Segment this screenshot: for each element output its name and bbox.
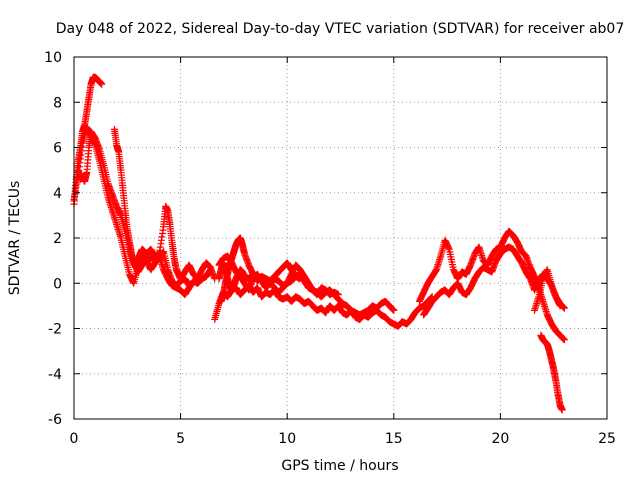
series-arc-i	[415, 227, 568, 344]
x-tick-label: 5	[176, 431, 185, 447]
x-tick-label: 0	[70, 431, 79, 447]
x-tick-label: 20	[491, 431, 509, 447]
data-point	[390, 306, 398, 314]
y-tick-label: 0	[53, 276, 62, 292]
data-point	[185, 282, 193, 289]
y-tick-label: 6	[53, 141, 62, 157]
data-point	[114, 226, 122, 233]
plot-frame	[73, 56, 608, 420]
series-arc-d	[111, 125, 219, 283]
series-arc-h	[215, 259, 304, 296]
y-tick-label: -2	[48, 322, 62, 338]
data-point	[541, 302, 549, 310]
y-tick-label: 4	[53, 186, 62, 202]
series-arc-k	[537, 331, 566, 414]
series-arc-l	[531, 266, 568, 314]
y-axis-title: SDTVAR / TECUs	[7, 181, 23, 296]
axis-ticks: 0 5 10 15 20 25 -6 -4 -2 0 2 4 6 8 10	[44, 50, 616, 447]
x-axis-title: GPS time / hours	[281, 458, 398, 474]
y-tick-label: 10	[44, 50, 62, 66]
y-tick-label: 8	[53, 95, 62, 111]
y-tick-label: 2	[53, 231, 62, 247]
x-tick-label: 15	[385, 431, 403, 447]
data-point	[334, 291, 342, 299]
grid	[74, 57, 607, 419]
data-point	[560, 304, 568, 312]
x-tick-label: 10	[278, 431, 296, 447]
y-tick-label: -6	[48, 412, 62, 428]
data-point	[560, 336, 568, 344]
data-point	[533, 300, 541, 308]
data-point	[558, 406, 566, 414]
x-tick-label: 25	[598, 431, 616, 447]
chart-title: Day 048 of 2022, Sidereal Day-to-day VTE…	[56, 21, 625, 37]
data-points	[70, 73, 568, 414]
data-point	[98, 80, 106, 88]
y-tick-label: -4	[48, 367, 62, 383]
data-point	[296, 275, 304, 283]
